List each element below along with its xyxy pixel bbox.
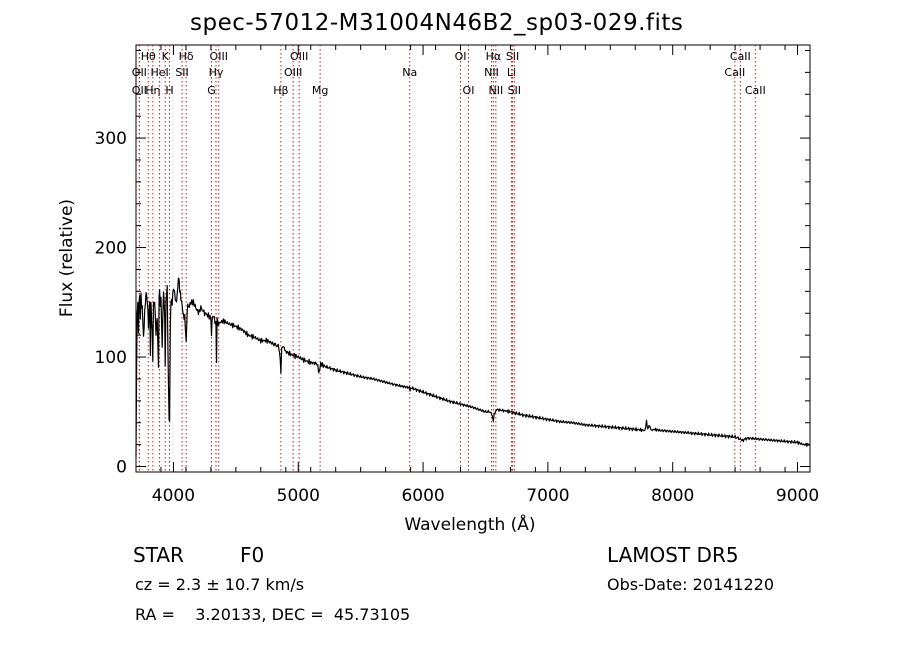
y-tick-label: 300: [95, 129, 127, 149]
x-tick-label: 8000: [651, 486, 694, 506]
line-marker-label: OI: [455, 50, 467, 63]
line-marker-label: OII: [132, 84, 147, 97]
redshift-readout: cz = 2.3 ± 10.7 km/s: [135, 575, 305, 594]
spectral-subclass: F0: [240, 543, 265, 567]
line-marker-label: K: [162, 50, 170, 63]
line-marker-label: SII: [508, 84, 521, 97]
axis-ticks: 4000 5000 6000 7000 8000 9000 0 100 200 300: [95, 45, 819, 506]
line-marker-label: CaII: [745, 84, 766, 97]
y-tick-label: 100: [95, 348, 127, 368]
line-marker-label: Hβ: [273, 84, 288, 97]
plot-frame: [135, 44, 811, 473]
line-marker-label: SII: [175, 66, 188, 79]
y-tick-label: 200: [95, 239, 127, 259]
line-marker-label: Hη: [145, 84, 160, 97]
y-axis-label: Flux (relative): [57, 199, 77, 317]
line-marker-label: CaII: [730, 50, 751, 63]
line-marker-label: NII: [488, 84, 503, 97]
object-class: STAR: [133, 543, 184, 567]
line-marker-label: Hα: [486, 50, 502, 63]
line-marker-label: Hδ: [179, 50, 194, 63]
line-marker-label: OIII: [284, 66, 302, 79]
observation-date: Obs-Date: 20141220: [607, 575, 775, 594]
line-marker-label: HeI: [150, 66, 168, 79]
x-tick-label: 5000: [277, 486, 320, 506]
line-markers: HθOIIOIIHηHeIKHSIIHδOIIIHγGHβOIIIOIIIMgN…: [132, 45, 766, 472]
y-tick-label: 0: [116, 458, 127, 478]
spectrum-line: [135, 277, 811, 457]
line-marker-label: H: [165, 84, 173, 97]
x-axis-label: Wavelength (Å): [404, 513, 535, 535]
line-marker-label: SII: [506, 50, 519, 63]
line-marker-label: OI: [463, 84, 475, 97]
survey-name: LAMOST DR5: [607, 543, 739, 567]
line-marker-label: Na: [402, 66, 417, 79]
x-tick-label: 7000: [526, 486, 569, 506]
line-marker-label: G: [207, 84, 216, 97]
coordinates-readout: RA = 3.20133, DEC = 45.73105: [135, 605, 411, 624]
x-tick-label: 6000: [401, 486, 444, 506]
line-marker-label: OIII: [290, 50, 308, 63]
line-marker-label: Hγ: [209, 66, 224, 79]
line-marker-label: NII: [484, 66, 499, 79]
line-marker-label: OIII: [210, 50, 228, 63]
x-tick-label: 9000: [776, 486, 819, 506]
chart-title: spec-57012-M31004N46B2_sp03-029.fits: [190, 10, 684, 36]
spectrum-series: [135, 277, 811, 457]
line-marker-label: Hθ: [141, 50, 156, 63]
line-marker-label: CaII: [724, 66, 745, 79]
line-marker-label: Li: [507, 66, 516, 79]
line-marker-label: Mg: [312, 84, 328, 97]
x-tick-label: 4000: [152, 486, 195, 506]
